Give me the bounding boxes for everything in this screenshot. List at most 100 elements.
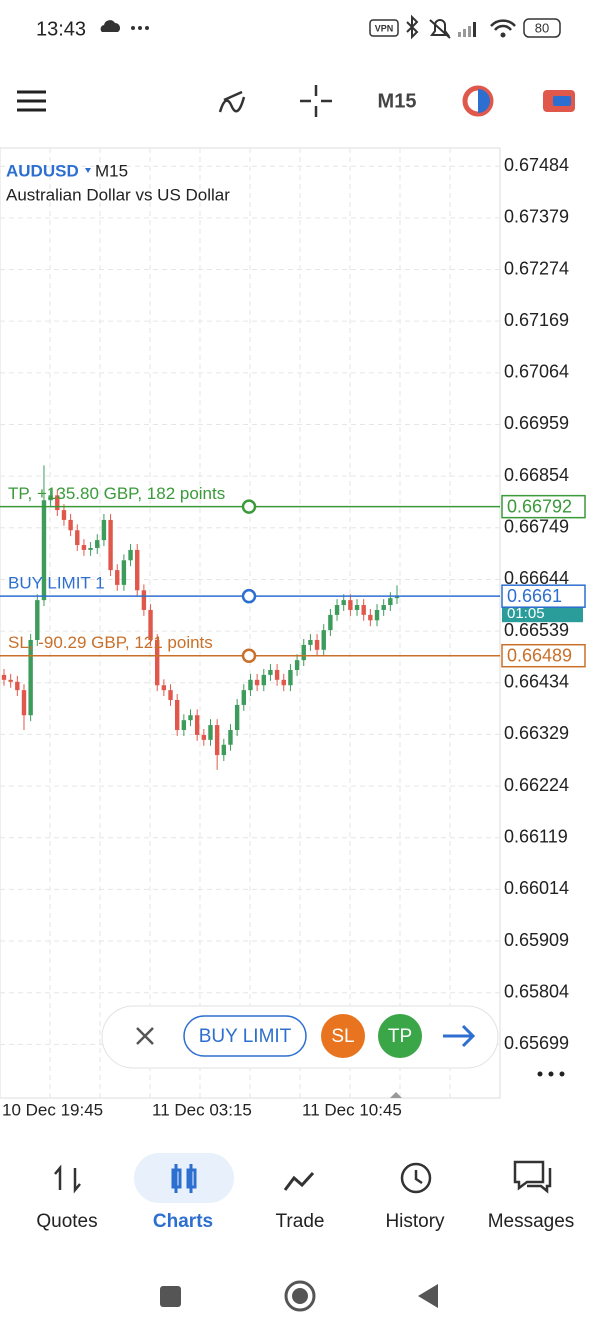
candle-body	[201, 734, 207, 740]
close-button[interactable]	[136, 1027, 154, 1045]
symbol-dropdown	[85, 168, 91, 173]
y-tick-label: 0.65699	[504, 1033, 569, 1053]
y-tick-label: 0.67274	[504, 258, 569, 278]
candle-body	[268, 669, 273, 675]
candle-body	[314, 639, 320, 650]
home-button[interactable]	[284, 1280, 316, 1312]
chart-timeframe: M15	[95, 161, 128, 180]
level-price: 0.6661	[507, 586, 562, 606]
y-tick-label: 0.66014	[504, 878, 569, 898]
y-tick-label: 0.66854	[504, 465, 569, 485]
theme-half	[478, 89, 490, 113]
candle-body	[321, 630, 326, 650]
symbol[interactable]: AUDUSD	[6, 161, 79, 180]
level-handle[interactable]	[241, 499, 257, 514]
tp-label: TP	[388, 1026, 412, 1047]
signal-icon	[458, 22, 476, 37]
menu-button[interactable]	[17, 90, 46, 112]
level-price-box	[501, 643, 586, 668]
x-tick-label: 10 Dec 19:45	[2, 1100, 103, 1119]
candle-body	[48, 495, 53, 501]
tp-button[interactable]	[378, 1014, 422, 1058]
candle-body	[248, 679, 253, 691]
quotes-icon	[54, 1164, 81, 1194]
candle-body	[374, 609, 380, 621]
y-tick-label: 0.66329	[504, 723, 569, 743]
nav-label[interactable]: Messages	[488, 1211, 575, 1232]
candle-body	[75, 530, 80, 546]
level-label: TP, +135.80 GBP, 182 points	[8, 484, 225, 503]
nav-label[interactable]: Trade	[276, 1211, 325, 1232]
y-tick-label: 0.66539	[504, 620, 569, 640]
candle-body	[234, 704, 240, 731]
submit-button[interactable]	[443, 1024, 476, 1048]
candle-body	[135, 549, 140, 591]
candle-body	[361, 605, 366, 615]
timer-box	[502, 607, 583, 623]
symbol-description: Australian Dollar vs US Dollar	[6, 185, 230, 204]
bluetooth-icon	[406, 14, 419, 40]
level-handle[interactable]	[241, 588, 257, 604]
candle-body	[308, 639, 313, 645]
crosshair-button[interactable]	[300, 85, 332, 117]
mute-icon	[429, 19, 451, 39]
y-tick-label: 0.66119	[504, 826, 568, 846]
candle-body	[55, 495, 60, 511]
chart-more[interactable]	[537, 1071, 565, 1077]
level-price: 0.66792	[507, 496, 572, 516]
nav-labels: Quotes Charts Trade History Messages	[36, 1211, 574, 1232]
candle-body	[128, 549, 133, 561]
back-button[interactable]	[418, 1284, 438, 1308]
candle-body	[221, 744, 227, 756]
vpn-icon	[369, 19, 399, 37]
timeframe-button[interactable]: M15	[378, 90, 417, 112]
y-tick-label: 0.66434	[504, 672, 569, 692]
candle-body	[241, 690, 246, 705]
y-tick-label: 0.67379	[504, 207, 569, 227]
level-handle[interactable]	[241, 648, 257, 663]
level-label: SL, -90.29 GBP, 121 points	[8, 633, 213, 652]
candle-body	[334, 605, 340, 615]
nav-label[interactable]: Quotes	[36, 1211, 97, 1232]
sl-button[interactable]	[321, 1014, 365, 1058]
candle-body	[214, 725, 220, 756]
candle-body	[161, 685, 167, 691]
candle-body	[381, 605, 386, 610]
order-type-label: BUY LIMIT	[199, 1026, 292, 1047]
candle-body	[101, 519, 107, 541]
candle-body	[188, 715, 193, 721]
candle-body	[194, 715, 200, 735]
x-tick-label: 11 Dec 03:15	[152, 1100, 252, 1119]
level-price-box	[501, 584, 586, 608]
order-type-button[interactable]	[183, 1015, 307, 1057]
x-tick-label: 11 Dec 10:45	[302, 1100, 402, 1119]
battery-level: 80	[535, 20, 549, 35]
candle-body	[341, 600, 346, 606]
candle-body	[174, 699, 180, 731]
candle-body	[21, 690, 27, 716]
recents-button[interactable]	[160, 1286, 181, 1307]
y-tick-label: 0.66644	[504, 568, 569, 588]
candle-body	[61, 510, 67, 520]
candle-body	[254, 679, 260, 686]
battery-icon	[523, 18, 561, 38]
indicators-button[interactable]	[218, 90, 246, 113]
candle-body	[148, 609, 153, 640]
candle-body	[41, 500, 47, 601]
candle-body	[348, 600, 353, 610]
candle-body	[261, 674, 266, 686]
candle-body	[81, 545, 87, 550]
y-tick-label: 0.66959	[504, 413, 569, 433]
nav-label[interactable]: Charts	[153, 1211, 213, 1232]
nav-label[interactable]: History	[385, 1211, 445, 1232]
candle-body	[108, 519, 113, 571]
candle-body	[88, 547, 93, 550]
candle-body	[301, 644, 306, 661]
candle-body	[354, 605, 360, 610]
theme-button[interactable]	[462, 85, 494, 117]
history-hands	[414, 1170, 423, 1185]
candle-body	[155, 639, 160, 686]
sl-label: SL	[331, 1026, 354, 1047]
nav-active-bg	[134, 1153, 234, 1203]
